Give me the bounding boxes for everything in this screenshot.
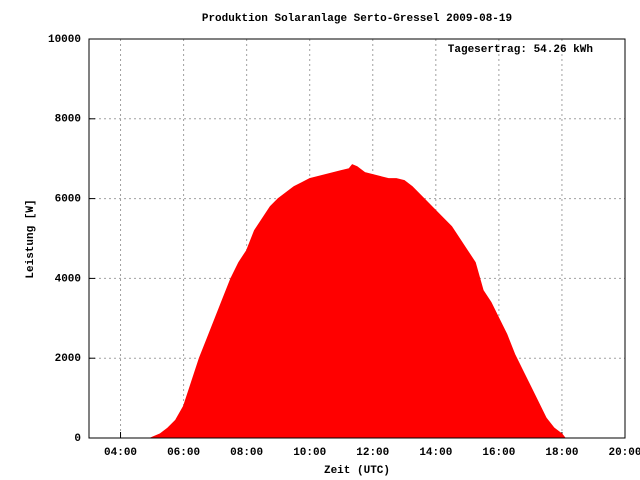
x-tick-label: 04:00: [104, 447, 137, 459]
y-axis-label: Leistung [W]: [25, 199, 37, 278]
chart-title: Produktion Solaranlage Serto-Gressel 200…: [202, 13, 512, 25]
x-tick-label: 16:00: [482, 447, 515, 459]
y-tick-label: 6000: [55, 194, 81, 206]
x-tick-label: 12:00: [356, 447, 389, 459]
x-tick-label: 18:00: [545, 447, 578, 459]
x-tick-label: 08:00: [230, 447, 263, 459]
y-tick-label: 4000: [55, 273, 81, 285]
x-tick-label: 10:00: [293, 447, 326, 459]
plot-frame: [88, 38, 626, 439]
y-tick-label: 2000: [55, 353, 81, 365]
area: [150, 164, 567, 439]
x-tick-label: 20:00: [608, 447, 640, 459]
x-tick-label: 06:00: [167, 447, 200, 459]
x-axis-label: Zeit (UTC): [324, 465, 390, 477]
y-tick-label: 0: [74, 433, 81, 445]
x-tick-label: 14:00: [419, 447, 452, 459]
y-tick-label: 10000: [48, 34, 81, 46]
y-tick-label: 8000: [55, 114, 81, 126]
annotation: Tagesertrag: 54.26 kWh: [448, 44, 593, 56]
